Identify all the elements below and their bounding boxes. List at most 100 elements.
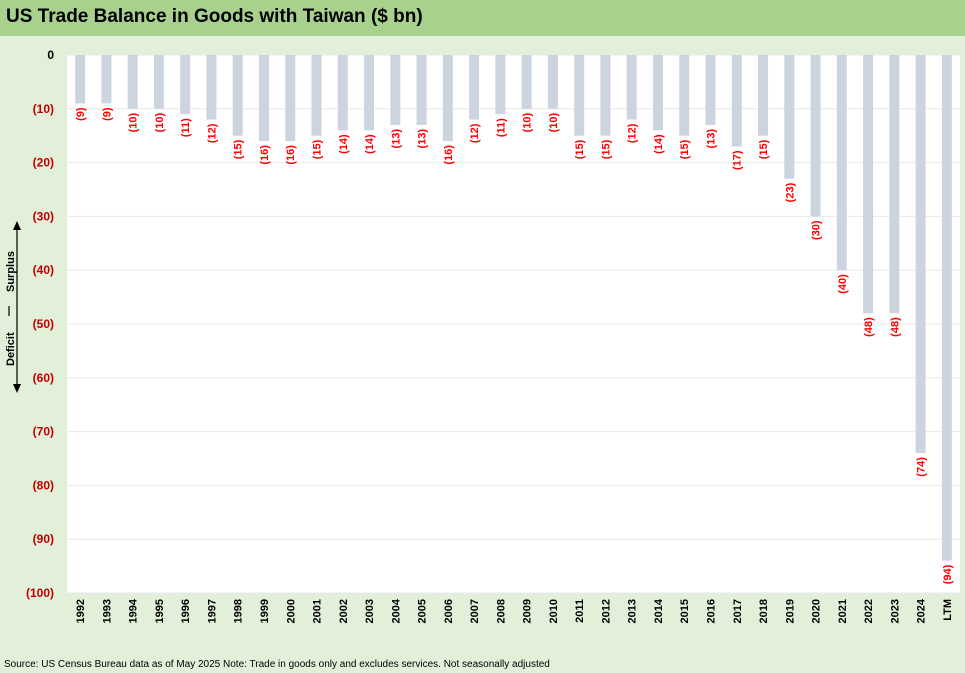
data-label-1999: (16) [259,145,271,165]
data-label-2011: (15) [574,139,586,159]
bar-1993 [101,55,112,104]
bar-1996 [180,55,191,115]
data-label-1996: (11) [180,118,192,137]
chart-title: US Trade Balance in Goods with Taiwan ($… [6,6,423,27]
x-tick-label-1999: 1999 [259,599,271,623]
data-label-1998: (15) [233,139,245,159]
x-tick-label-2009: 2009 [522,599,534,623]
x-tick-label-2010: 2010 [548,599,560,623]
x-tick-label-2019: 2019 [784,599,796,623]
x-tick-label-2016: 2016 [705,599,717,623]
x-tick-label-2007: 2007 [469,599,481,623]
bar-2001 [311,55,322,136]
data-label-2004: (13) [390,129,402,149]
y-tick-label: (40) [33,263,54,277]
bar-2000 [285,55,296,142]
bar-1994 [127,55,138,109]
x-tick-label-2013: 2013 [627,599,639,623]
data-label-2008: (11) [495,118,507,137]
y-tick-label: (60) [33,371,54,385]
y-tick-label: (70) [33,425,54,439]
y-tick-label: (100) [26,586,54,600]
data-label-1993: (9) [101,107,113,121]
data-label-2001: (15) [312,139,324,159]
data-label-2012: (15) [600,139,612,159]
x-tick-label-2024: 2024 [916,598,928,623]
y-tick-label: (90) [33,532,54,546]
data-label-2020: (30) [811,220,823,240]
bar-1997 [206,55,217,120]
data-label-1992: (9) [75,107,87,121]
x-tick-label-2022: 2022 [863,599,875,623]
x-tick-label-2004: 2004 [390,598,402,623]
bar-2019 [784,55,795,179]
bar-2017 [731,55,742,147]
data-label-2018: (15) [758,139,770,159]
bar-2018 [758,55,769,136]
x-tick-label-2015: 2015 [679,599,691,623]
data-label-1997: (12) [206,123,218,143]
x-tick-label-1995: 1995 [154,599,166,623]
data-label-2006: (16) [443,145,455,165]
data-label-2015: (15) [679,139,691,159]
x-tick-label-2006: 2006 [443,599,455,623]
y-tick-label: (80) [33,478,54,492]
x-tick-label-2008: 2008 [495,599,507,623]
x-tick-label-2018: 2018 [758,599,770,623]
bar-1992 [75,55,86,104]
data-label-2005: (13) [417,129,429,149]
bar-2012 [600,55,611,136]
data-label-2009: (10) [522,112,534,132]
bar-2024 [915,55,926,454]
x-tick-label-2002: 2002 [338,599,350,623]
y-tick-label: (30) [33,209,54,223]
data-label-2000: (16) [285,145,297,165]
y-tick-label: (10) [33,102,54,116]
data-label-2014: (14) [653,134,665,154]
x-tick-label-2001: 2001 [312,599,324,623]
x-tick-label-2020: 2020 [811,599,823,623]
data-label-2003: (14) [364,134,376,154]
x-tick-label-2017: 2017 [732,599,744,623]
data-label-2010: (10) [548,112,560,132]
x-tick-label-2000: 2000 [285,599,297,623]
x-tick-label-2021: 2021 [837,599,849,623]
data-label-2013: (12) [627,123,639,143]
x-tick-label-1996: 1996 [180,599,192,623]
y-tick-label: (20) [33,156,54,170]
bar-2008 [495,55,506,115]
data-label-2017: (17) [732,150,744,170]
title-bar: US Trade Balance in Goods with Taiwan ($… [0,0,965,36]
bar-2005 [416,55,427,125]
bar-2023 [889,55,900,314]
bar-2002 [337,55,348,131]
x-tick-label-2023: 2023 [889,599,901,623]
data-label-2019: (23) [784,182,796,202]
data-label-ltm: (94) [942,564,954,584]
x-tick-label-2014: 2014 [653,598,665,623]
bar-2015 [679,55,690,136]
data-label-2023: (48) [889,317,901,337]
data-label-1994: (10) [128,112,140,132]
x-tick-label-1994: 1994 [128,598,140,623]
bar-2006 [442,55,453,142]
data-label-2024: (74) [916,457,928,477]
bar-1998 [232,55,243,136]
bar-2013 [626,55,637,120]
x-tick-label-2012: 2012 [600,599,612,623]
x-tick-label-1993: 1993 [101,599,113,623]
bar-2011 [574,55,585,136]
data-label-2002: (14) [338,134,350,154]
data-label-2016: (13) [705,129,717,149]
data-label-2021: (40) [837,274,849,294]
x-tick-label-1997: 1997 [206,599,218,623]
x-tick-label-ltm: LTM [942,599,954,621]
bar-2014 [652,55,663,131]
bar-2004 [390,55,401,125]
data-label-2007: (12) [469,123,481,143]
data-label-1995: (10) [154,112,166,132]
x-tick-label-1992: 1992 [75,599,87,623]
bar-2021 [836,55,847,271]
bar-2003 [364,55,375,131]
